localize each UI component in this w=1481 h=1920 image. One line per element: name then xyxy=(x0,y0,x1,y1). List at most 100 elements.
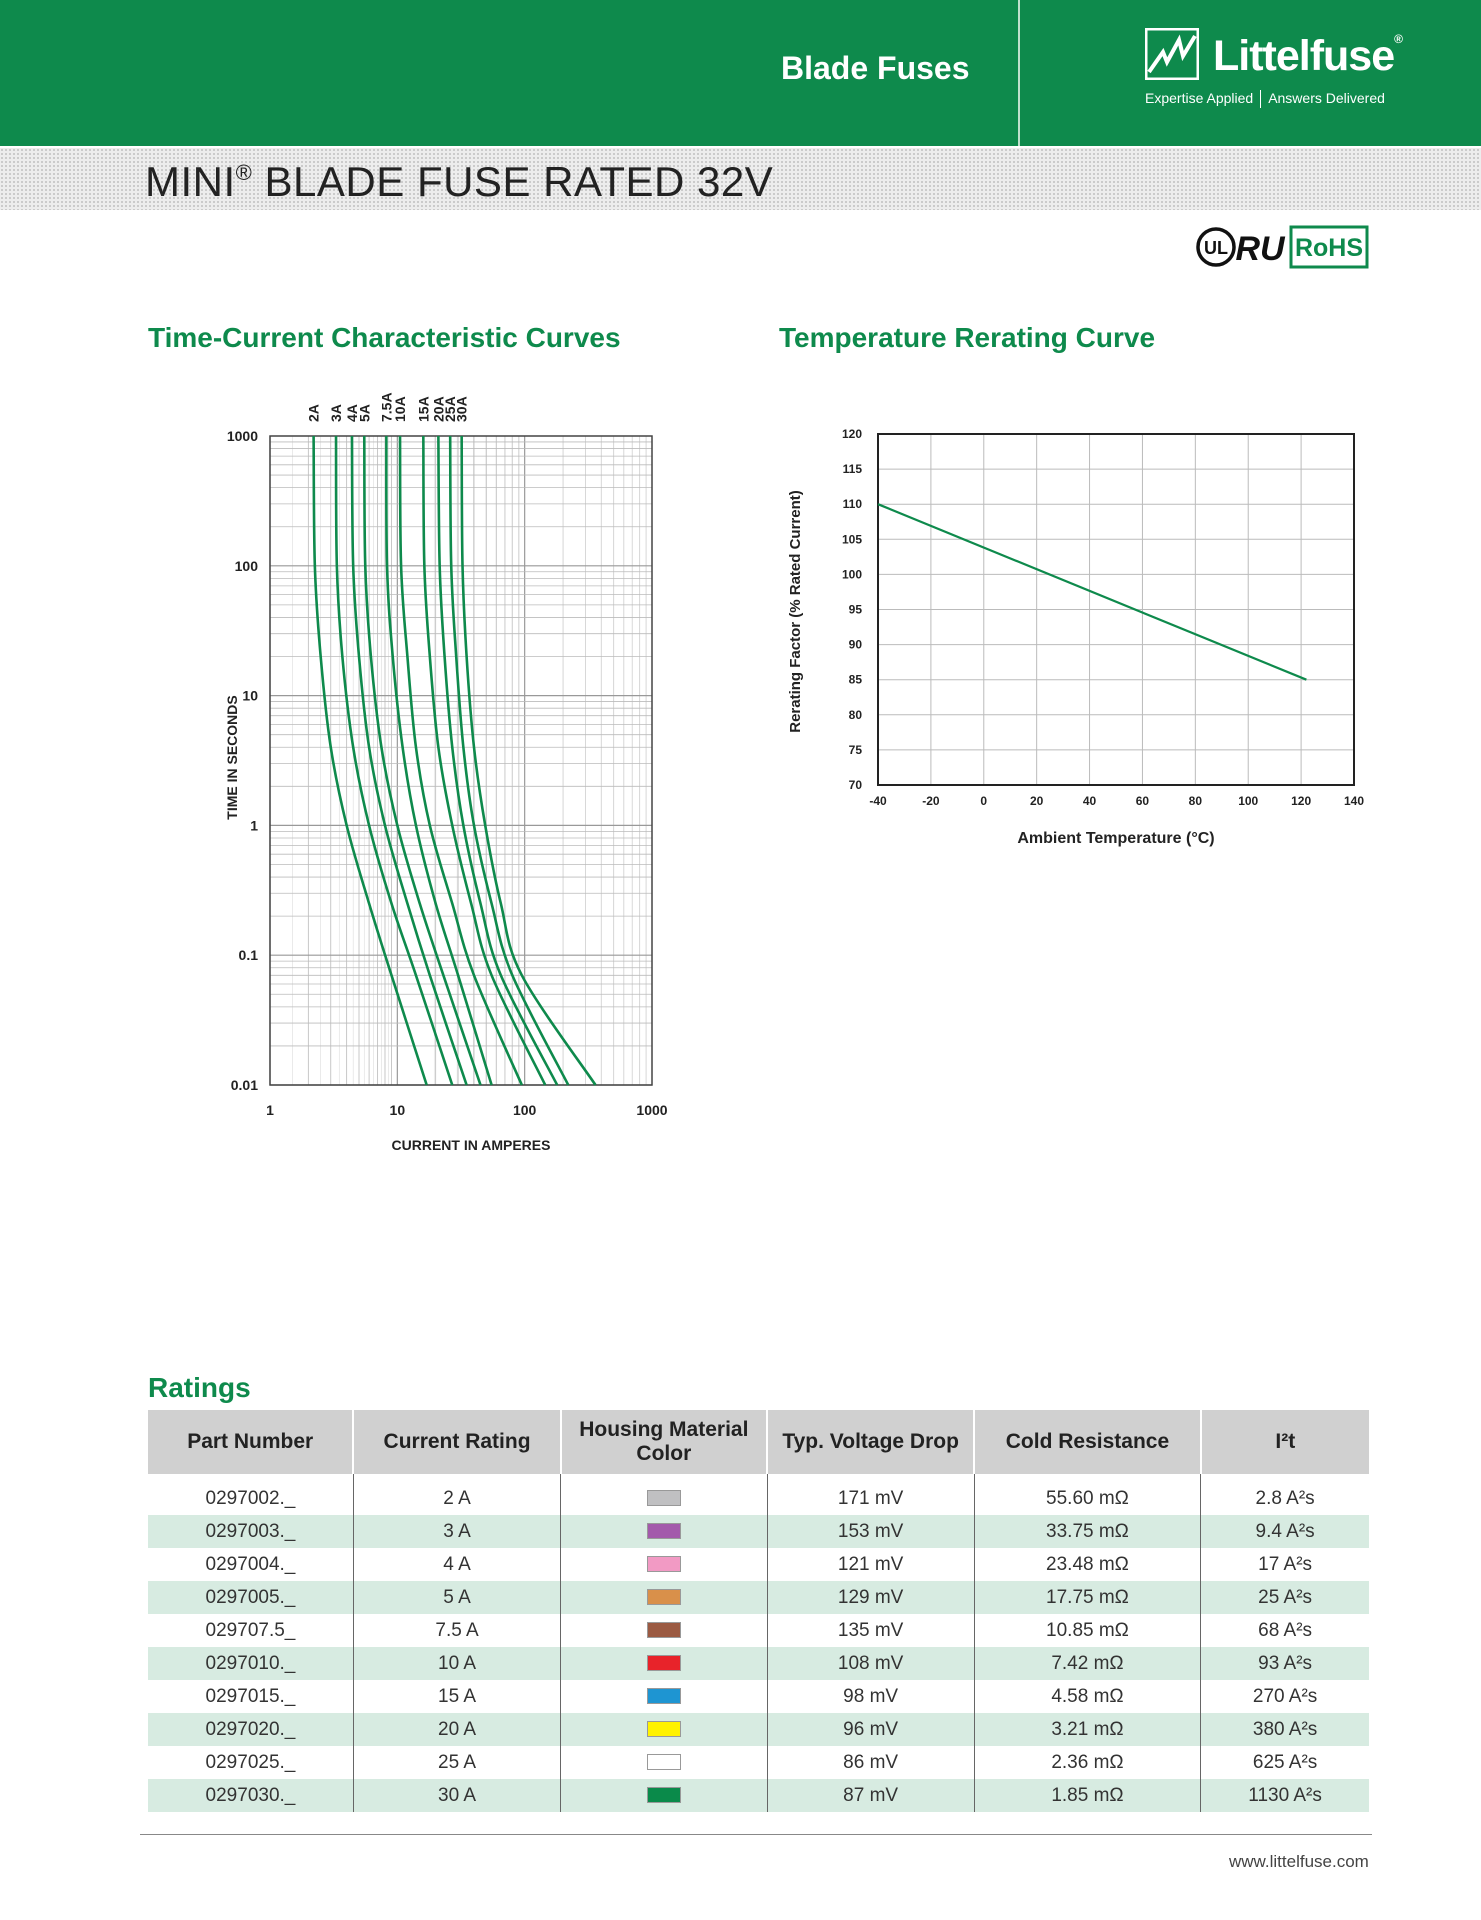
tcc-x-tick-label: 1000 xyxy=(636,1102,667,1118)
col-voltage-drop: Typ. Voltage Drop xyxy=(766,1410,975,1474)
tcc-curve-5A xyxy=(362,435,482,1086)
tcc-y-tick-label: 100 xyxy=(235,558,259,574)
footer-url[interactable]: www.littelfuse.com xyxy=(1229,1852,1369,1871)
ul-recognized-icon: RU xyxy=(1235,230,1286,268)
col-housing-color: Housing Material Color xyxy=(559,1410,768,1474)
temp-x-tick-label: 140 xyxy=(1344,794,1364,808)
ratings-table: Part Number Current Rating Housing Mater… xyxy=(148,1410,1369,1812)
tcc-curve-15A xyxy=(422,435,547,1086)
col-current-rating: Current Rating xyxy=(352,1410,561,1474)
part-cell: 0297003._ xyxy=(148,1515,354,1548)
housing-color-cell xyxy=(560,1614,768,1647)
table-row: 0297004._ 4 A 121 mV 23.48 mΩ 17 A²s xyxy=(148,1548,1369,1581)
vdrop-cell: 171 mV xyxy=(766,1482,975,1515)
vdrop-cell: 129 mV xyxy=(766,1581,975,1614)
temp-y-tick-label: 75 xyxy=(849,743,863,757)
temp-y-tick-label: 95 xyxy=(849,603,863,617)
tcc-curve-label: 5A xyxy=(356,404,372,422)
ul-listed-icon: UL xyxy=(1196,227,1236,267)
tcc-y-tick-label: 1 xyxy=(250,817,258,833)
part-cell: 0297004._ xyxy=(205,1553,296,1575)
svg-text:UL: UL xyxy=(1204,238,1228,258)
housing-color-swatch xyxy=(646,1622,681,1639)
i2t-cell: 25 A²s xyxy=(1200,1581,1369,1614)
table-row: 0297005._ 5 A 129 mV 17.75 mΩ 25 A²s xyxy=(148,1581,1369,1614)
rohs-badge: RoHS xyxy=(1289,225,1369,269)
i2t-cell: 2.8 A²s xyxy=(1200,1482,1369,1515)
i2t-cell: 625 A²s xyxy=(1200,1746,1369,1779)
tcc-curve-label: 3A xyxy=(328,404,344,422)
vdrop-cell: 121 mV xyxy=(766,1548,975,1581)
temp-x-tick-label: 20 xyxy=(1030,794,1044,808)
resistance-cell: 33.75 mΩ xyxy=(973,1515,1201,1548)
title-stripe xyxy=(0,148,1481,210)
tcc-curve-label: 2A xyxy=(306,404,322,422)
current-cell: 20 A xyxy=(352,1713,561,1746)
temp-x-tick-label: -20 xyxy=(922,794,940,808)
tcc-heading: Time-Current Characteristic Curves xyxy=(148,322,621,353)
housing-color-cell xyxy=(560,1647,768,1680)
col-i2t: I²t xyxy=(1199,1410,1369,1474)
current-cell: 5 A xyxy=(352,1581,561,1614)
temp-y-tick-label: 115 xyxy=(843,462,863,476)
littelfuse-logo[interactable]: Littelfuse® Expertise Applied Answers Del… xyxy=(1145,28,1403,118)
col-cold-resistance: Cold Resistance xyxy=(973,1410,1201,1474)
temp-x-tick-label: 40 xyxy=(1083,794,1097,808)
tcc-y-tick-label: 10 xyxy=(242,688,258,704)
housing-color-swatch xyxy=(646,1754,681,1771)
i2t-cell: 93 A²s xyxy=(1200,1647,1369,1680)
table-row: 0297025._ 25 A 86 mV 2.36 mΩ 625 A²s xyxy=(148,1746,1369,1779)
certification-marks: UL RU RoHS xyxy=(1196,225,1369,269)
vdrop-cell: 96 mV xyxy=(766,1713,975,1746)
current-cell: 10 A xyxy=(352,1647,561,1680)
littelfuse-mark-icon xyxy=(1145,28,1199,80)
tcc-y-tick-label: 0.01 xyxy=(231,1077,258,1093)
housing-color-swatch xyxy=(646,1589,681,1606)
tcc-plot-frame xyxy=(269,435,653,1086)
svg-text:RoHS: RoHS xyxy=(1295,234,1363,262)
housing-color-swatch xyxy=(646,1787,681,1804)
col-part-number: Part Number xyxy=(148,1410,354,1474)
current-cell: 30 A xyxy=(352,1779,561,1812)
tcc-curve-4A xyxy=(350,435,468,1086)
vdrop-cell: 153 mV xyxy=(766,1515,975,1548)
ratings-header-row: Part Number Current Rating Housing Mater… xyxy=(148,1410,1369,1474)
housing-color-cell xyxy=(560,1779,768,1812)
i2t-cell: 9.4 A²s xyxy=(1200,1515,1369,1548)
temp-rerating-line xyxy=(877,503,1307,681)
temp-y-tick-label: 70 xyxy=(849,778,863,792)
vdrop-cell: 135 mV xyxy=(766,1614,975,1647)
table-row: 0297015._ 15 A 98 mV 4.58 mΩ 270 A²s xyxy=(148,1680,1369,1713)
temp-y-tick-label: 120 xyxy=(842,427,862,441)
table-row: 029707.5_ 7.5 A 135 mV 10.85 mΩ 68 A²s xyxy=(148,1614,1369,1647)
tcc-x-axis-label: CURRENT IN AMPERES xyxy=(392,1137,551,1153)
housing-color-swatch xyxy=(646,1556,681,1573)
part-cell: 0297025._ xyxy=(205,1751,296,1773)
tcc-curve-20A xyxy=(437,435,559,1086)
resistance-cell: 3.21 mΩ xyxy=(973,1713,1201,1746)
tcc-y-axis-label: TIME IN SECONDS xyxy=(224,695,240,819)
table-row: 0297010._ 10 A 108 mV 7.42 mΩ 93 A²s xyxy=(148,1647,1369,1680)
part-cell: 0297010._ xyxy=(148,1647,354,1680)
current-cell: 7.5 A xyxy=(352,1614,561,1647)
footer-rule xyxy=(140,1834,1372,1835)
temp-y-axis-label: Rerating Factor (% Rated Current) xyxy=(787,490,804,733)
resistance-cell: 55.60 mΩ xyxy=(973,1482,1201,1515)
ratings-heading: Ratings xyxy=(148,1372,251,1403)
tcc-x-tick-label: 1 xyxy=(266,1102,274,1118)
header-bar: Blade Fuses Littelfuse® Expertise Applie… xyxy=(0,0,1481,146)
part-cell: 029707.5_ xyxy=(205,1619,296,1641)
table-row: 0297030._ 30 A 87 mV 1.85 mΩ 1130 A²s xyxy=(148,1779,1369,1812)
i2t-cell: 380 A²s xyxy=(1200,1713,1369,1746)
tcc-curve-label: 7.5A xyxy=(378,392,394,422)
table-spacer xyxy=(148,1474,1369,1482)
temp-grid xyxy=(877,433,1355,786)
temp-x-tick-label: 120 xyxy=(1291,794,1311,808)
tcc-curve-30A xyxy=(460,435,597,1086)
tagline-separator xyxy=(1260,90,1262,109)
vdrop-cell: 98 mV xyxy=(766,1680,975,1713)
table-row: 0297002._ 2 A 171 mV 55.60 mΩ 2.8 A²s xyxy=(148,1482,1369,1515)
temp-x-tick-label: 60 xyxy=(1136,794,1150,808)
temp-y-tick-label: 100 xyxy=(842,567,862,581)
part-cell: 0297030._ xyxy=(148,1779,354,1812)
